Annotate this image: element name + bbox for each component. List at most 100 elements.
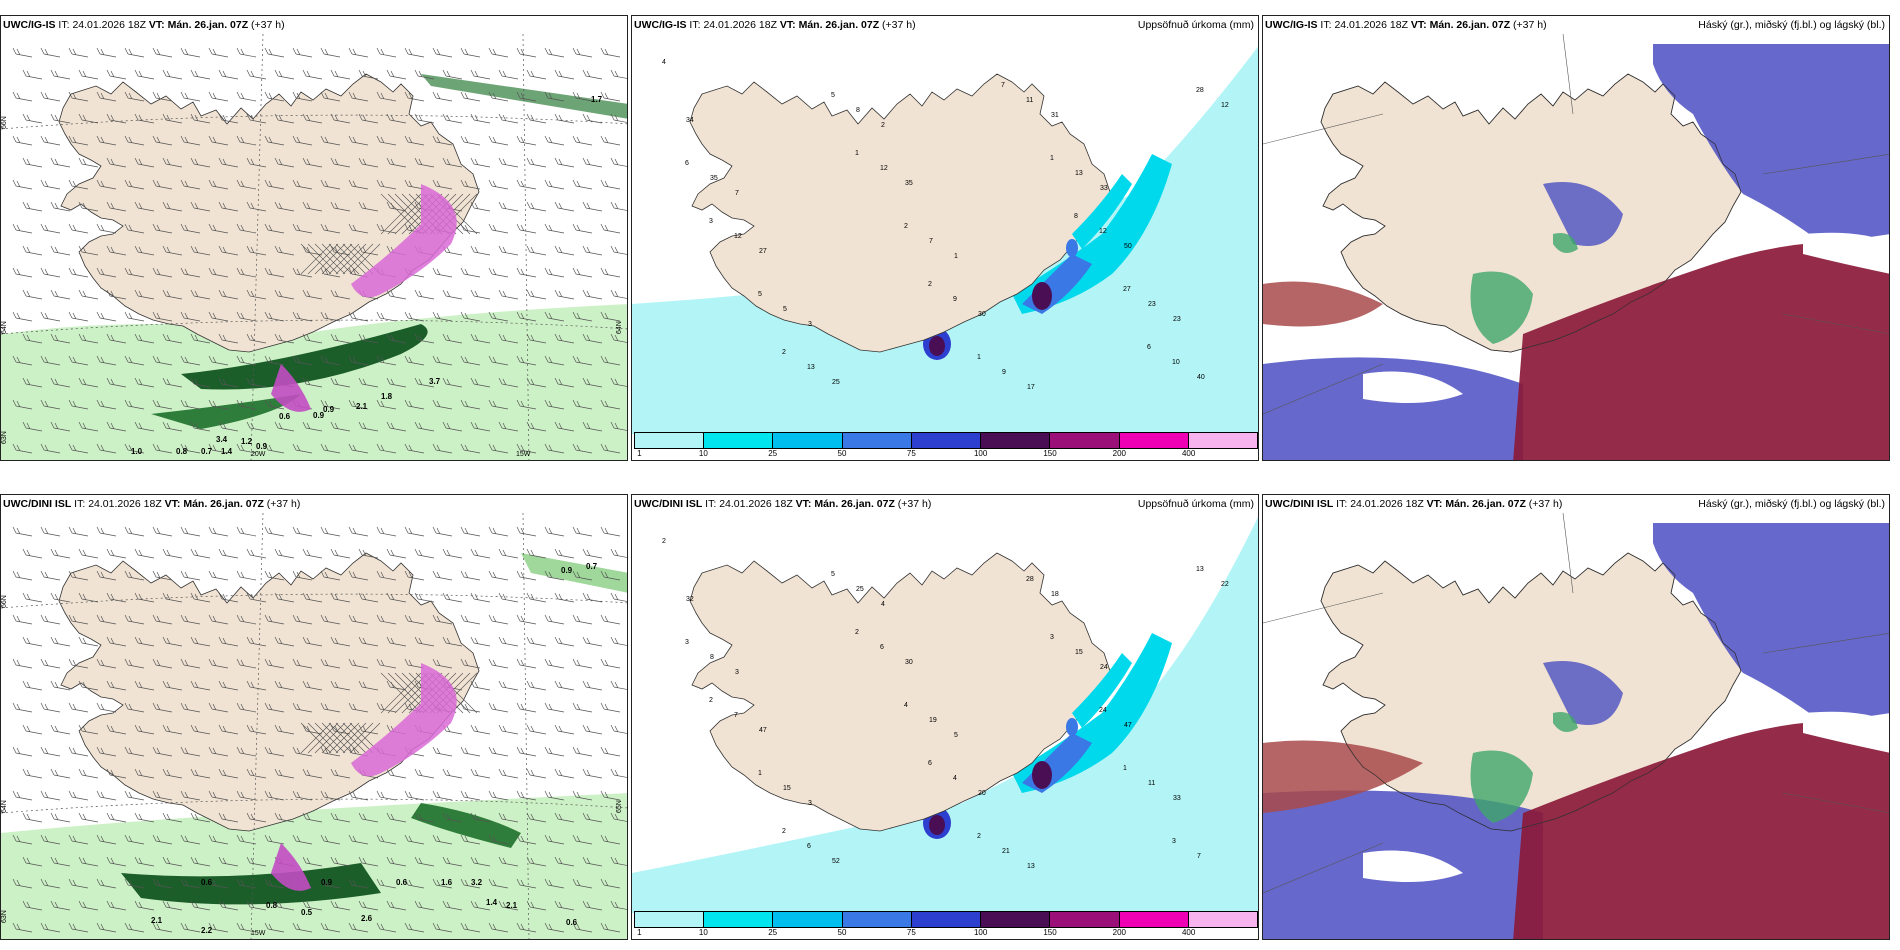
lat-label: 64N xyxy=(616,321,623,334)
value-label: 0.8 xyxy=(176,447,188,456)
lon-label: 20W xyxy=(251,451,266,458)
colorbar-swatch xyxy=(911,912,982,927)
precip-value: 10 xyxy=(1172,359,1180,366)
value-label: 0.7 xyxy=(586,562,598,571)
lon-label: 15W xyxy=(516,451,531,458)
value-label: 2.2 xyxy=(201,926,213,935)
value-label: 3.7 xyxy=(429,377,441,386)
value-label: 0.8 xyxy=(266,901,278,910)
colorbar-tick: 25 xyxy=(768,928,778,937)
precip-value: 3 xyxy=(735,669,739,676)
precip-value: 7 xyxy=(734,712,738,719)
colorbar-swatch xyxy=(981,912,1051,927)
precip-value: 7 xyxy=(1001,82,1005,89)
precip-value: 2 xyxy=(881,122,885,129)
precip-value: 7 xyxy=(735,190,739,197)
precip-value: 35 xyxy=(905,180,913,187)
iceland-land xyxy=(689,552,1111,832)
colorbar-tick: 200 xyxy=(1112,449,1127,458)
precip-value: 25 xyxy=(832,379,840,386)
colorbar-tick: 400 xyxy=(1181,449,1196,458)
precip-value: 25 xyxy=(856,586,864,593)
precip-value: 4 xyxy=(904,702,908,709)
cloud-shading xyxy=(1263,523,1889,939)
precip-value: 19 xyxy=(929,717,937,724)
colorbar-tick: 100 xyxy=(973,449,988,458)
snow-shading xyxy=(271,663,457,891)
colorbar-swatch xyxy=(1050,912,1120,927)
value-label: 2.1 xyxy=(151,916,163,925)
precip-value: 15 xyxy=(1075,649,1083,656)
colorbar-swatches xyxy=(634,911,1258,928)
colorbar-swatches xyxy=(634,432,1258,449)
precip-value: 30 xyxy=(905,659,913,666)
value-label: 1.4 xyxy=(221,447,233,456)
precip-value: 24 xyxy=(1100,664,1108,671)
precip-value: 11 xyxy=(1148,780,1155,787)
colorbar-swatch xyxy=(635,433,705,448)
precip-value: 5 xyxy=(954,732,958,739)
value-label: 0.9 xyxy=(313,411,325,420)
cloud-shading xyxy=(1263,44,1889,460)
precip-value: 7 xyxy=(929,238,933,245)
value-label: 0.9 xyxy=(323,405,335,414)
hatch-area xyxy=(300,722,381,754)
value-label: 0.6 xyxy=(201,878,213,887)
colorbar-tick: 50 xyxy=(837,928,847,937)
value-label: 1.8 xyxy=(381,392,393,401)
precip-value: 5 xyxy=(783,306,787,313)
precip-value: 1 xyxy=(1123,765,1127,772)
cloud-map xyxy=(1263,34,1889,460)
precip-value: 5 xyxy=(831,92,835,99)
colorbar-swatch xyxy=(911,433,982,448)
precip-value: 4 xyxy=(953,775,957,782)
precip-value: 2 xyxy=(928,281,932,288)
value-label: 1.0 xyxy=(131,447,143,456)
precip-value: 12 xyxy=(1099,228,1107,235)
precip-value: 9 xyxy=(953,296,957,303)
precip-value: 32 xyxy=(686,596,694,603)
precip-value: 33 xyxy=(1173,795,1181,802)
precip-value: 27 xyxy=(1123,286,1131,293)
precip-value: 47 xyxy=(759,727,767,734)
precip-map: 2334513243332475230201847781525192115112… xyxy=(632,513,1258,913)
precip-value: 6 xyxy=(928,760,932,767)
precip-value: 40 xyxy=(1197,374,1205,381)
precip-value: 1 xyxy=(977,354,981,361)
precip-value: 2 xyxy=(904,223,908,230)
precip-value: 13 xyxy=(1075,170,1083,177)
colorbar-labels: 1 10 25 50 75 100 150 200 400 xyxy=(634,449,1258,460)
value-label: 0.9 xyxy=(321,878,333,887)
panel-header: UWC/IG-IS IT: 24.01.2026 18Z VT: Mán. 26… xyxy=(3,19,285,31)
colorbar-swatch xyxy=(1188,433,1257,448)
precip-value: 28 xyxy=(1196,87,1204,94)
wind-map: 0.6 0.90.93.72.11.81.0 0.8 0.7 1.41.23.40.91… xyxy=(1,34,627,460)
precip-value: 8 xyxy=(710,654,714,661)
colorbar-swatch xyxy=(981,433,1051,448)
panel-clouds-dini: UWC/DINI ISL IT: 24.01.2026 18Z VT: Mán.… xyxy=(1262,494,1890,940)
colorbar-swatch xyxy=(842,433,912,448)
precip-value: 2 xyxy=(977,833,981,840)
colorbar-tick: 400 xyxy=(1181,928,1196,937)
precip-value: 3 xyxy=(808,321,812,328)
precip-value: 5 xyxy=(758,291,762,298)
precip-value: 13 xyxy=(1196,566,1204,573)
colorbar-tick: 150 xyxy=(1043,449,1057,458)
panel-title: Háský (gr.), miðský (fj.bl.) og lágský (… xyxy=(1698,498,1885,510)
panel-clouds-ig: UWC/IG-IS IT: 24.01.2026 18Z VT: Mán. 26… xyxy=(1262,15,1890,461)
precip-map: 4732117332334272535303150403558791323121… xyxy=(632,34,1258,434)
precip-value: 12 xyxy=(734,233,742,240)
precip-value: 31 xyxy=(1051,112,1059,119)
colorbar-swatch xyxy=(1050,433,1120,448)
iceland-land xyxy=(689,73,1111,353)
precip-value: 21 xyxy=(1002,848,1010,855)
precip-colorbar: 1 10 25 50 75 100 150 200 400 xyxy=(634,432,1258,458)
colorbar-swatch xyxy=(773,912,843,927)
precip-value: 1 xyxy=(1050,155,1054,162)
precip-value: 11 xyxy=(1026,97,1033,104)
wind-barbs xyxy=(12,47,627,454)
precip-value: 8 xyxy=(1074,213,1078,220)
colorbar-tick: 75 xyxy=(906,449,916,458)
precip-value: 23 xyxy=(1148,301,1156,308)
precip-value: 2 xyxy=(782,828,786,835)
